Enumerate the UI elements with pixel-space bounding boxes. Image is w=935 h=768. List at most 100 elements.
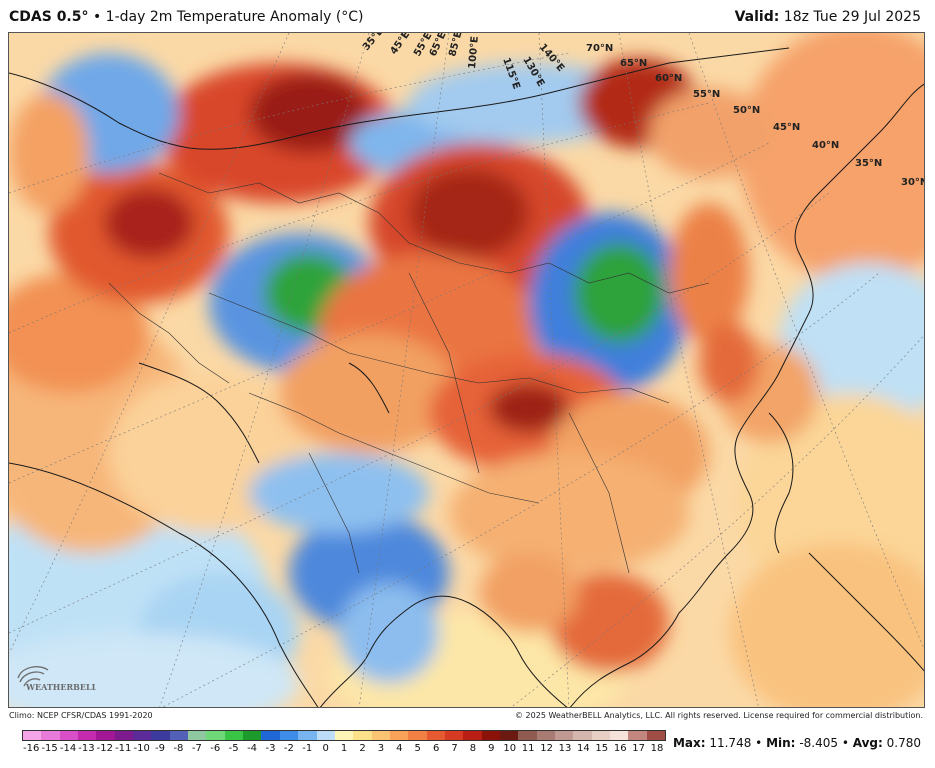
graticule bbox=[9, 33, 924, 707]
product-name: 1-day 2m Temperature Anomaly (°C) bbox=[105, 9, 364, 25]
stats-sep: • bbox=[841, 736, 849, 750]
max-label: Max: bbox=[672, 736, 706, 750]
min-value: -8.405 bbox=[799, 736, 838, 750]
colorbar-swatch bbox=[59, 731, 79, 740]
lat-label: 40°N bbox=[812, 140, 839, 151]
colorbar-tick-label: 4 bbox=[396, 743, 403, 754]
colorbar-tick-label: -8 bbox=[173, 743, 184, 754]
lat-label: 55°N bbox=[693, 89, 720, 100]
avg-value: 0.780 bbox=[886, 736, 921, 750]
borders bbox=[108, 172, 710, 574]
colorbar-tick-label: -6 bbox=[210, 743, 221, 754]
colorbar-tick-label: -16 bbox=[23, 743, 40, 754]
colorbar-tick-label: -1 bbox=[302, 743, 313, 754]
colorbar-tick-label: -4 bbox=[247, 743, 258, 754]
colorbar-tick-label: 3 bbox=[377, 743, 385, 754]
colorbar-swatch bbox=[188, 731, 207, 740]
colorbar-swatch bbox=[78, 731, 97, 740]
colorbar-tick-label: -7 bbox=[191, 743, 202, 754]
colorbar-tick-label: -14 bbox=[59, 743, 77, 754]
colorbar-tick-label: 16 bbox=[613, 743, 627, 754]
colorbar-tick-label: -15 bbox=[41, 743, 58, 754]
colorbar-swatch bbox=[554, 731, 574, 740]
colorbar-swatch bbox=[96, 731, 115, 740]
colorbar-swatch bbox=[646, 731, 666, 740]
colorbar-swatch bbox=[463, 731, 482, 740]
colorbar-tick-label: 9 bbox=[488, 743, 495, 754]
colorbar-swatch bbox=[536, 731, 555, 740]
colorbar-tick-label: 1 bbox=[340, 743, 348, 754]
colorbar-tick-label: -12 bbox=[96, 743, 113, 754]
colorbar-swatch bbox=[573, 731, 592, 740]
colorbar-swatch bbox=[610, 731, 629, 740]
colorbar-tick-label: -9 bbox=[155, 743, 166, 754]
colorbar-tick-label: 5 bbox=[414, 743, 421, 754]
colorbar-tick-label: 14 bbox=[577, 743, 590, 754]
colorbar-tick-label: -3 bbox=[265, 743, 276, 754]
map-canvas: 70°N 65°N 60°N 55°N 50°N 45°N 40°N 35°N … bbox=[9, 33, 925, 707]
colorbar-labels: -16 -15 -14 -13 -12 -11 -10 -9 -8 -7 -6 -5 -4 -3 -2 -1 0… bbox=[22, 743, 666, 757]
colorbar-swatch bbox=[206, 731, 225, 740]
colorbar-tick-label: 18 bbox=[650, 743, 664, 754]
chart-title: CDAS 0.5° • 1-day 2m Temperature Anomaly… bbox=[9, 9, 364, 25]
colorbar-tick-label: 11 bbox=[521, 743, 535, 754]
colorbar-tick-label: 12 bbox=[540, 743, 553, 754]
colorbar-tick-label: 15 bbox=[595, 743, 609, 754]
colorbar-swatch bbox=[518, 731, 537, 740]
colorbar-swatch bbox=[316, 731, 335, 740]
weatherbell-logo: WEATHERBELL bbox=[17, 666, 96, 692]
latitude-labels: 70°N 65°N 60°N 55°N 50°N 45°N 40°N 35°N … bbox=[586, 43, 925, 188]
colorbar-tick-label: -10 bbox=[133, 743, 150, 754]
colorbar-swatch bbox=[389, 731, 409, 740]
colorbar-tick-label: 2 bbox=[359, 743, 366, 754]
colorbar-tick-label: 13 bbox=[558, 743, 572, 754]
max-value: 11.748 bbox=[709, 736, 752, 750]
colorbar-tick-label: -13 bbox=[78, 743, 95, 754]
lat-label: 70°N bbox=[586, 43, 613, 54]
colorbar-tick-label: 8 bbox=[469, 743, 477, 754]
colorbar-swatch bbox=[224, 731, 244, 740]
colorbar-swatch bbox=[444, 731, 464, 740]
colorbar-swatch bbox=[353, 731, 372, 740]
colorbar-tick-label: 0 bbox=[322, 743, 329, 754]
lat-label: 35°N bbox=[855, 158, 882, 169]
colorbar-tick-label: 7 bbox=[451, 743, 458, 754]
colorbar-swatch bbox=[151, 731, 170, 740]
colorbar-swatch bbox=[133, 731, 152, 740]
lat-label: 30°N bbox=[901, 177, 925, 188]
colorbar-tick-label: 17 bbox=[632, 743, 645, 754]
colorbar-swatch bbox=[169, 731, 189, 740]
title-bullet: • bbox=[92, 9, 102, 25]
colorbar-swatch bbox=[408, 731, 427, 740]
colorbar-swatch bbox=[261, 731, 280, 740]
anomaly-map[interactable]: 70°N 65°N 60°N 55°N 50°N 45°N 40°N 35°N … bbox=[8, 32, 925, 708]
valid-label: Valid: bbox=[734, 9, 780, 25]
climo-note: Climo: NCEP CFSR/CDAS 1991-2020 bbox=[9, 711, 153, 720]
min-label: Min: bbox=[766, 736, 796, 750]
lon-label: 100°E bbox=[467, 36, 481, 70]
colorbar-swatch bbox=[41, 731, 60, 740]
logo-text: WEATHERBELL bbox=[25, 682, 96, 692]
colorbar-swatch bbox=[334, 731, 354, 740]
lat-label: 60°N bbox=[655, 73, 682, 84]
model-name: CDAS 0.5° bbox=[9, 9, 89, 25]
lat-label: 65°N bbox=[620, 58, 647, 69]
colorbar-swatch bbox=[114, 731, 134, 740]
lat-label: 45°N bbox=[773, 122, 800, 133]
colorbar-swatch bbox=[371, 731, 390, 740]
colorbar-tick-label: -11 bbox=[115, 743, 132, 754]
colorbar-swatch bbox=[23, 731, 42, 740]
colorbar-swatch bbox=[591, 731, 610, 740]
colorbar-tick-label: 6 bbox=[432, 743, 440, 754]
colorbar-swatch bbox=[426, 731, 445, 740]
colorbar-swatch bbox=[243, 731, 262, 740]
stats-sep: • bbox=[755, 736, 763, 750]
colorbar-tick-label: 10 bbox=[503, 743, 517, 754]
anomaly-field bbox=[9, 33, 924, 707]
header: CDAS 0.5° • 1-day 2m Temperature Anomaly… bbox=[0, 0, 935, 32]
field-stats: Max: 11.748 • Min: -8.405 • Avg: 0.780 bbox=[673, 736, 921, 750]
valid-time: Valid: 18z Tue 29 Jul 2025 bbox=[735, 9, 921, 25]
colorbar-swatch bbox=[481, 731, 500, 740]
colorbar-tick-label: -2 bbox=[283, 743, 294, 754]
colorbar-swatch bbox=[279, 731, 299, 740]
